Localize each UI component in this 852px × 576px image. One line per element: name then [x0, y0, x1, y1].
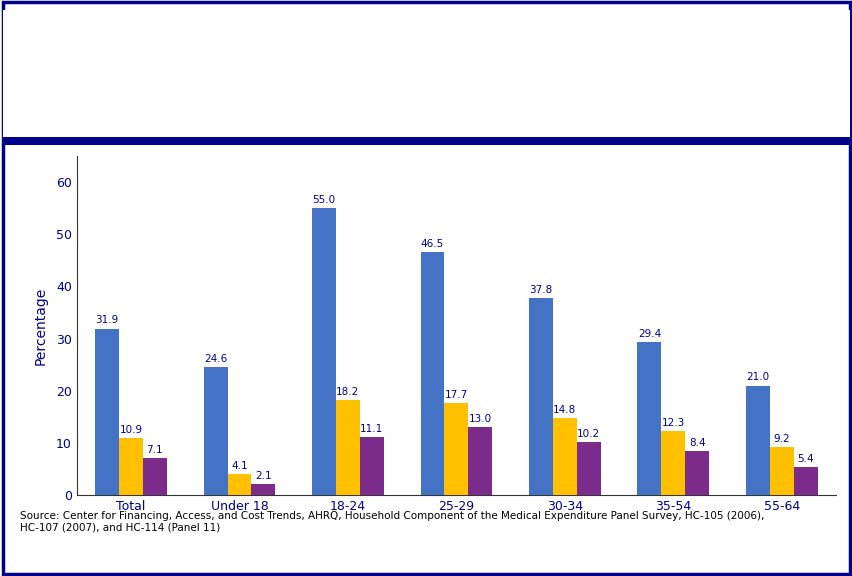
Bar: [576, 442, 600, 495]
Text: 24.6: 24.6: [204, 354, 227, 363]
Text: 10.9: 10.9: [119, 425, 142, 435]
Text: 21.0: 21.0: [746, 373, 769, 382]
Bar: [792, 467, 816, 495]
Y-axis label: Percentage: Percentage: [33, 286, 48, 365]
Text: 4.1: 4.1: [231, 461, 247, 471]
Text: 18.2: 18.2: [336, 387, 359, 397]
Text: 46.5: 46.5: [420, 239, 444, 249]
Bar: [143, 458, 167, 495]
Bar: [684, 452, 708, 495]
Bar: [769, 447, 792, 495]
Bar: [11, 16, 74, 134]
Bar: [745, 385, 769, 495]
Bar: [312, 208, 336, 495]
Bar: [660, 431, 684, 495]
Text: 10.2: 10.2: [577, 429, 600, 439]
Text: 12.3: 12.3: [661, 418, 684, 428]
Text: Advancing
Excellence in
Health Care: Advancing Excellence in Health Care: [102, 86, 153, 116]
Bar: [336, 400, 360, 495]
Text: 5.4: 5.4: [797, 454, 813, 464]
Text: Source: Center for Financing, Access, and Cost Trends, AHRQ, Household Component: Source: Center for Financing, Access, an…: [20, 510, 763, 532]
Bar: [552, 418, 576, 495]
Text: 2.1: 2.1: [255, 471, 271, 481]
Text: 55.0: 55.0: [312, 195, 335, 204]
Text: 8.4: 8.4: [688, 438, 705, 448]
Bar: [444, 403, 468, 495]
Text: 11.1: 11.1: [360, 424, 383, 434]
Bar: [204, 367, 227, 495]
Legend: Uninsured at least 1 month, 2006-07, Uninsured 2 years, 2006-07, Uninsured 4 yea: Uninsured at least 1 month, 2006-07, Uni…: [152, 105, 760, 127]
Text: 14.8: 14.8: [553, 405, 576, 415]
Bar: [420, 252, 444, 495]
Bar: [227, 474, 251, 495]
Text: Figure 1. Percentage uninsured by
age, U.S. civilian noninstitutionalized
popula: Figure 1. Percentage uninsured by age, U…: [313, 41, 709, 104]
Bar: [636, 342, 660, 495]
Bar: [251, 484, 275, 495]
Text: 9.2: 9.2: [773, 434, 789, 444]
Text: 17.7: 17.7: [444, 390, 468, 400]
Text: AHRQ: AHRQ: [99, 45, 156, 63]
Text: 13.0: 13.0: [468, 414, 492, 425]
Bar: [528, 298, 552, 495]
Text: 29.4: 29.4: [637, 328, 660, 339]
Text: 37.8: 37.8: [529, 285, 552, 294]
Bar: [95, 328, 119, 495]
Text: 7.1: 7.1: [147, 445, 163, 455]
Bar: [360, 437, 383, 495]
Bar: [119, 438, 143, 495]
Bar: [468, 427, 492, 495]
Text: 31.9: 31.9: [95, 316, 118, 325]
